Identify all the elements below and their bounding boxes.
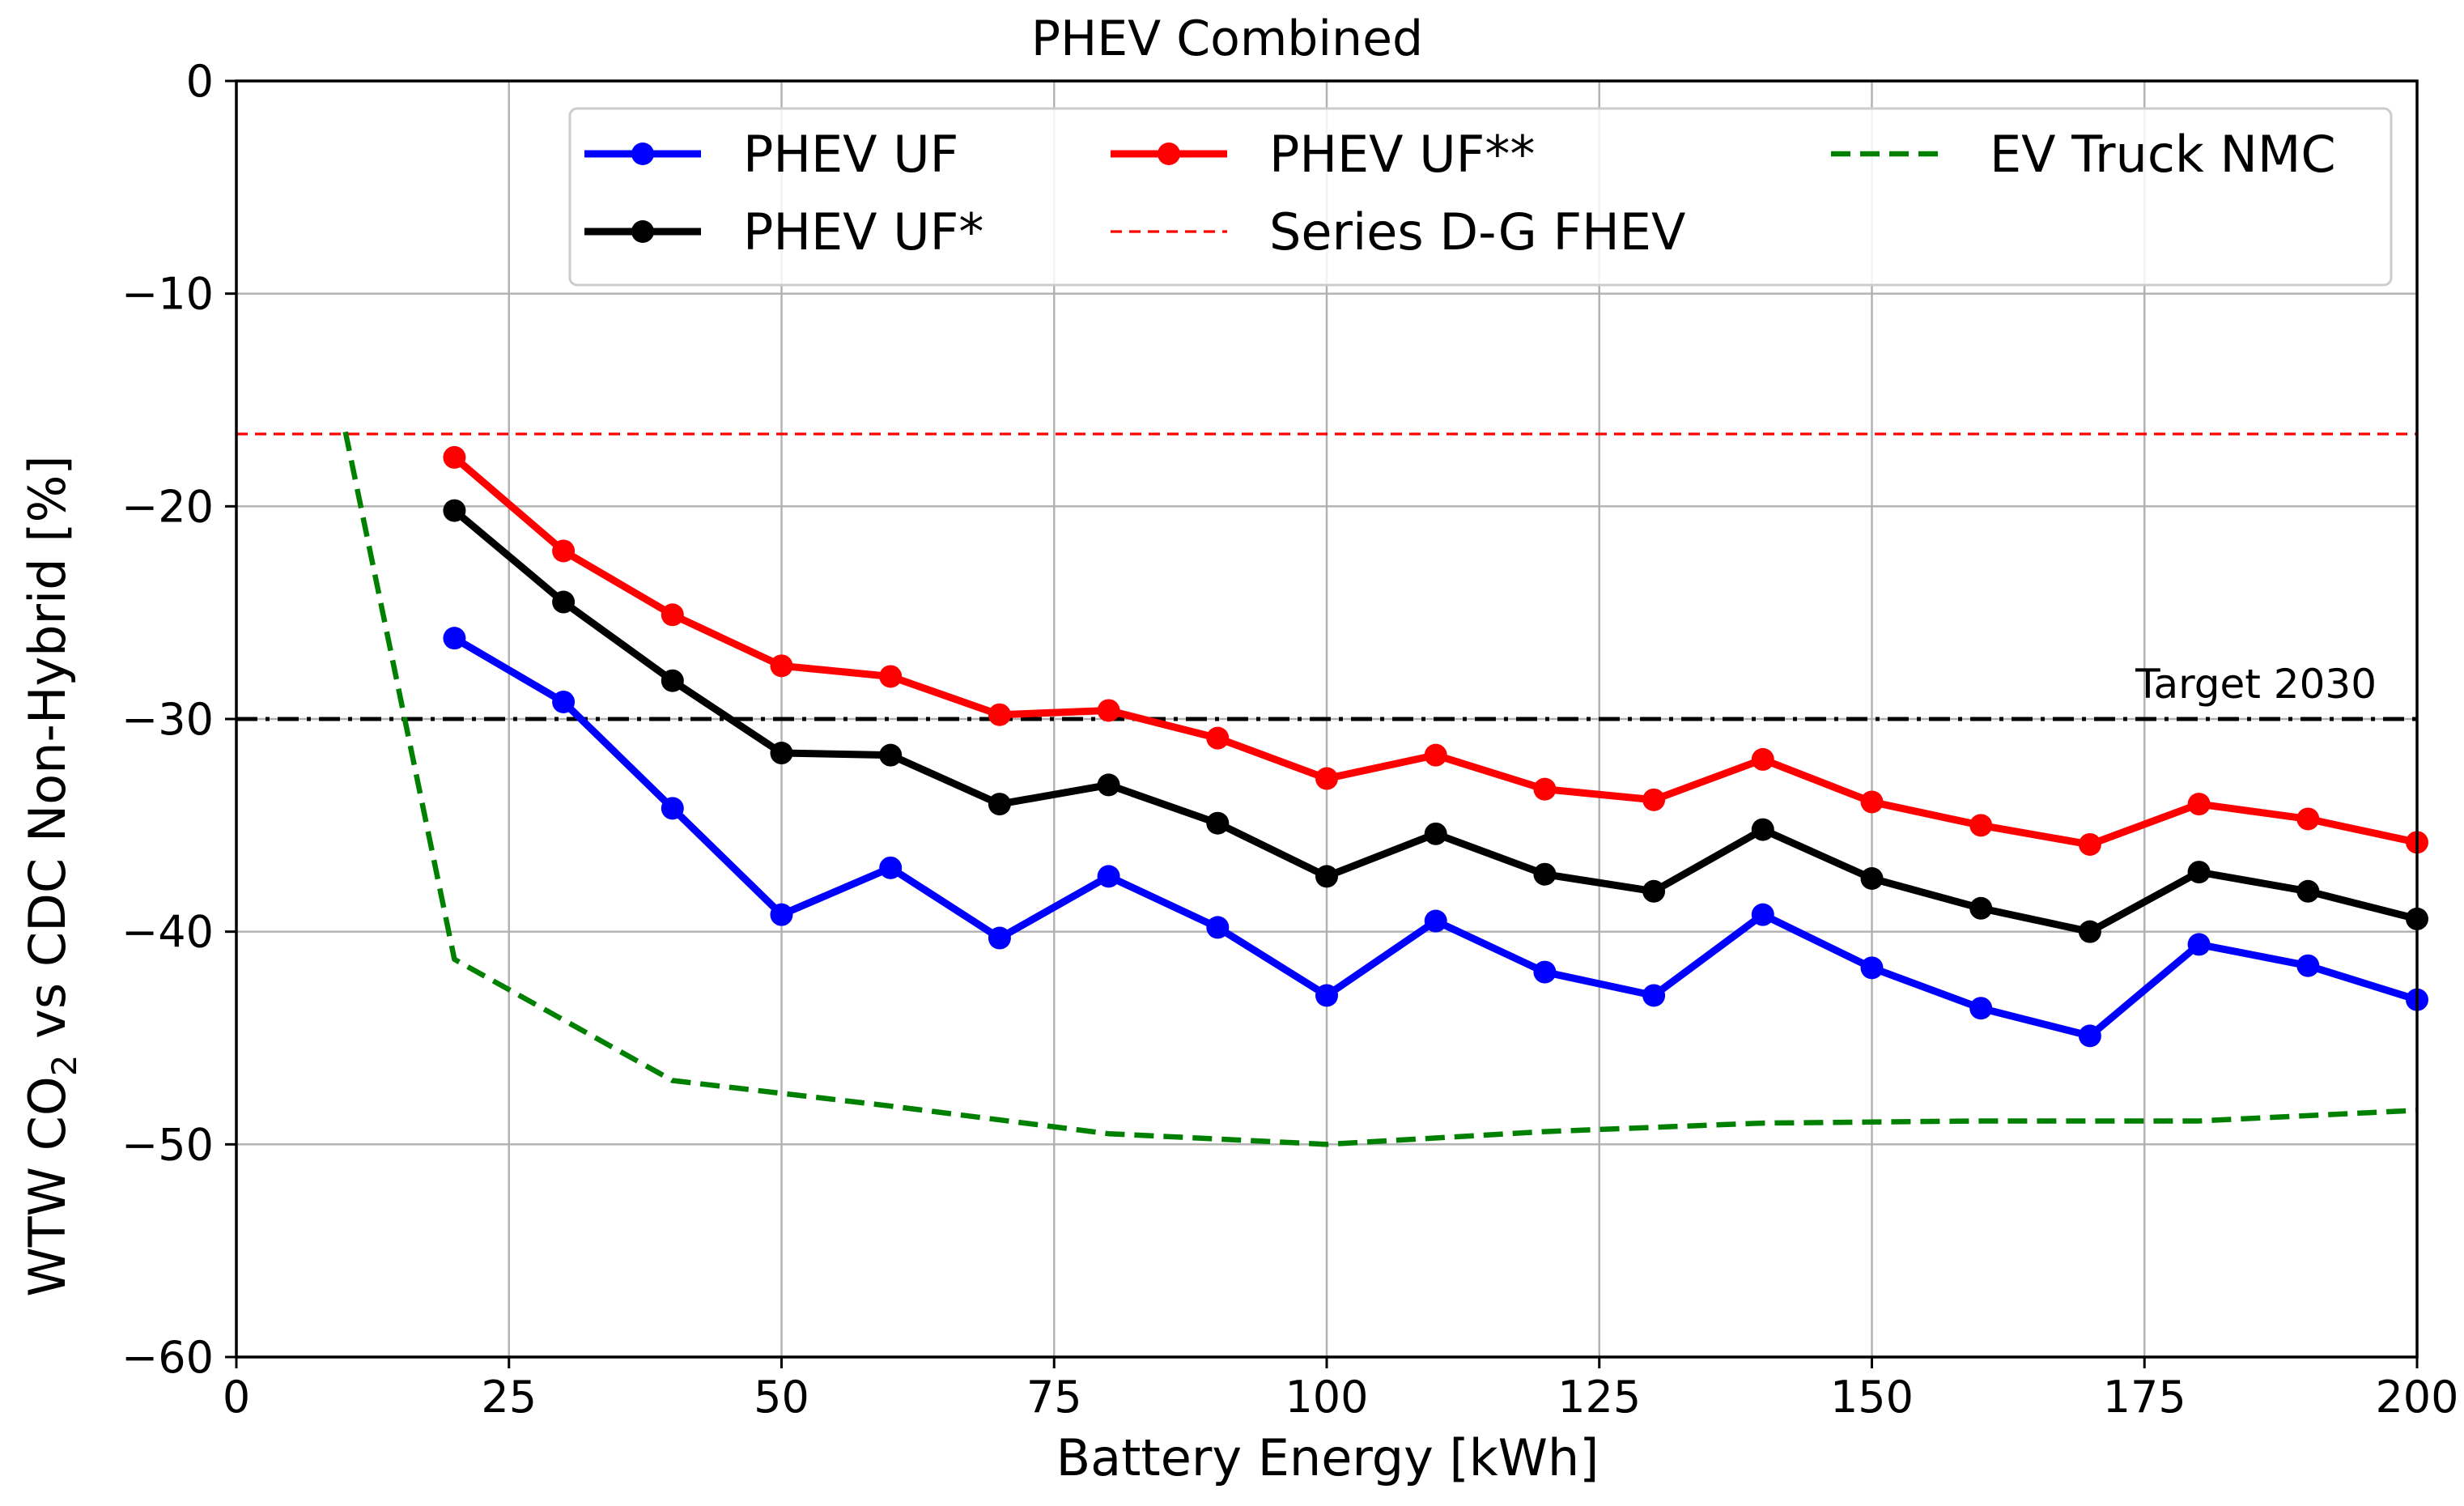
data-point-phev-uf: [2187, 793, 2211, 816]
legend-marker-phev-uf: [1158, 143, 1180, 165]
data-point-phev-uf: [1533, 862, 1557, 886]
y-tick-label: 0: [186, 56, 214, 107]
data-point-phev-uf: [552, 590, 576, 614]
data-point-phev-uf: [1424, 909, 1447, 933]
data-point-phev-uf: [1315, 865, 1338, 888]
data-point-phev-uf: [1969, 896, 1993, 920]
data-point-phev-uf: [1751, 903, 1774, 926]
data-point-phev-uf: [1206, 811, 1230, 835]
y-tick-label: −50: [121, 1119, 214, 1170]
data-point-phev-uf: [2187, 933, 2211, 956]
legend: PHEV UF PHEV UF* PHEV UF** Series D-G FHEV E…: [568, 107, 2393, 287]
data-point-phev-uf: [1642, 788, 1666, 811]
y-tick-label: −40: [121, 907, 214, 958]
x-tick-label: 75: [1026, 1372, 1082, 1423]
data-point-phev-uf: [879, 856, 903, 879]
data-point-phev-uf: [770, 654, 793, 678]
data-point-phev-uf: [1969, 997, 1993, 1020]
data-point-phev-uf: [661, 669, 684, 692]
series-layer: Target 2030: [236, 431, 2428, 1147]
x-tick-label: 50: [754, 1372, 809, 1423]
data-point-phev-uf: [1206, 726, 1230, 750]
data-point-phev-uf: [988, 703, 1011, 726]
data-point-phev-uf: [770, 903, 793, 926]
data-point-phev-uf: [1533, 777, 1557, 801]
data-point-phev-uf: [1315, 767, 1338, 790]
legend-label-phev-uf: PHEV UF*: [743, 202, 983, 262]
chart-title: PHEV Combined: [1031, 11, 1423, 67]
data-point-phev-uf: [1642, 879, 1666, 903]
data-point-phev-uf: [770, 742, 793, 765]
y-axis-label-pre: WTW CO: [18, 1076, 77, 1296]
data-point-phev-uf: [879, 743, 903, 767]
data-point-phev-uf: [1751, 747, 1774, 771]
y-axis-label-sub: 2: [45, 1055, 84, 1077]
y-tick-label: −60: [121, 1332, 214, 1383]
data-point-phev-uf: [1642, 984, 1666, 1007]
data-point-phev-uf: [1751, 818, 1774, 841]
data-point-phev-uf: [1424, 743, 1447, 767]
data-point-phev-uf: [1097, 865, 1120, 888]
data-point-phev-uf: [443, 499, 466, 522]
x-tick-label: 0: [223, 1372, 250, 1423]
data-point-phev-uf: [1097, 773, 1120, 797]
data-point-phev-uf: [1860, 956, 1884, 980]
data-point-phev-uf: [1533, 960, 1557, 984]
data-point-phev-uf: [1097, 699, 1120, 722]
legend-marker-phev-uf: [631, 220, 654, 243]
data-point-phev-uf: [661, 797, 684, 820]
series-line-ev-truck-nmc: [342, 431, 2418, 1147]
data-point-phev-uf: [443, 445, 466, 469]
reference-line-label: Target 2030: [2135, 661, 2377, 708]
legend-label-series-d-g-fhev: Series D-G FHEV: [1269, 202, 1685, 262]
data-point-phev-uf: [1860, 867, 1884, 890]
legend-marker-phev-uf: [631, 143, 654, 165]
legend-label-phev-uf: PHEV UF: [743, 125, 958, 184]
data-point-phev-uf: [2078, 1024, 2101, 1048]
x-tick-label: 150: [1830, 1372, 1914, 1423]
x-tick-label: 100: [1285, 1372, 1368, 1423]
data-point-phev-uf: [2296, 807, 2320, 831]
data-point-phev-uf: [1206, 916, 1230, 939]
x-tick-label: 125: [1557, 1372, 1641, 1423]
data-point-phev-uf: [1424, 822, 1447, 845]
x-axis-label: Battery Energy [kWh]: [1056, 1428, 1599, 1487]
ticks: 0 25 50 75 100 125 150 175 200 0 −10 −20 −30 −40 −50 −6…: [121, 56, 2459, 1423]
y-axis-label-post: vs CDC Non-Hybrid [%]: [18, 455, 77, 1054]
x-tick-label: 25: [481, 1372, 537, 1423]
y-tick-label: −30: [121, 694, 214, 745]
legend-label-ev-truck-nmc: EV Truck NMC: [1990, 125, 2336, 184]
x-tick-label: 200: [2375, 1372, 2458, 1423]
data-point-phev-uf: [1860, 790, 1884, 814]
data-point-phev-uf: [2296, 879, 2320, 903]
data-point-phev-uf: [2296, 954, 2320, 977]
data-point-phev-uf: [1969, 814, 1993, 837]
data-point-phev-uf: [2078, 832, 2101, 856]
data-point-phev-uf: [988, 793, 1011, 816]
data-point-phev-uf: [879, 665, 903, 688]
y-tick-label: −10: [121, 269, 214, 320]
data-point-phev-uf: [2078, 920, 2101, 943]
data-point-phev-uf: [2187, 861, 2211, 884]
x-tick-label: 175: [2103, 1372, 2186, 1423]
data-point-phev-uf: [552, 539, 576, 563]
y-axis-label: WTW CO2 vs CDC Non-Hybrid [%]: [18, 455, 84, 1296]
data-point-phev-uf: [552, 690, 576, 713]
legend-label-phev-uf: PHEV UF**: [1269, 125, 1535, 184]
y-tick-label: −20: [121, 481, 214, 532]
data-point-phev-uf: [661, 603, 684, 627]
data-point-phev-uf: [1315, 984, 1338, 1007]
data-point-phev-uf: [988, 926, 1011, 950]
data-point-phev-uf: [443, 627, 466, 650]
